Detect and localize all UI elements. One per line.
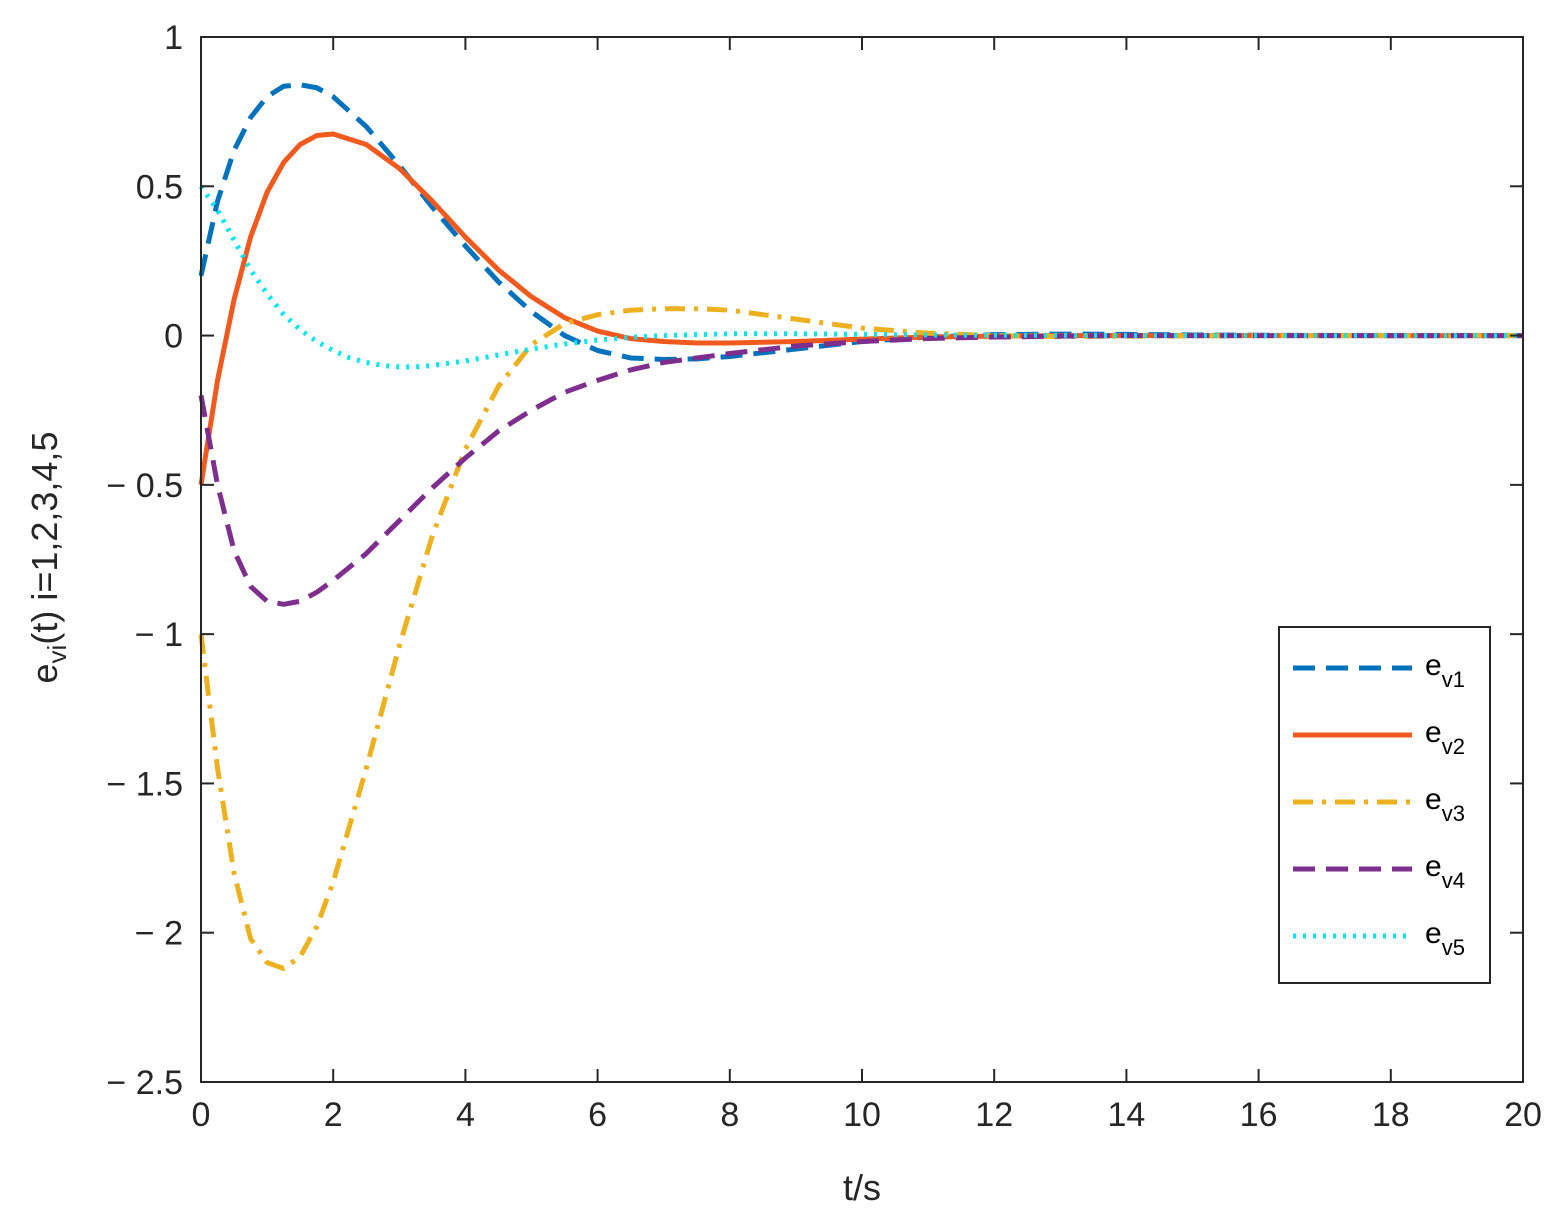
tick-marks — [200, 36, 1524, 1083]
y-tick-label: 0.5 — [136, 168, 183, 206]
y-tick-label: − 1 — [135, 616, 183, 654]
y-tick-label: − 2.5 — [106, 1064, 183, 1102]
y-tick-label: − 1.5 — [106, 765, 183, 803]
legend-label-4: ev4 — [1425, 850, 1465, 893]
x-tick-label: 16 — [1240, 1096, 1278, 1134]
y-tick-label: − 2 — [135, 915, 183, 953]
x-tick-label: 20 — [1504, 1096, 1542, 1134]
legend: ev1 ev2 ev3 ev4 ev5 — [1278, 626, 1491, 984]
legend-label-1: ev1 — [1425, 649, 1465, 692]
series-line-4 — [198, 333, 1523, 607]
y-tick-label: − 0.5 — [106, 467, 183, 505]
y-tick-label: 0 — [164, 318, 183, 356]
y-axis-label: evi(t) i=1,2,3,4,5 — [24, 432, 72, 684]
series-line-5 — [198, 184, 1523, 370]
legend-box — [1278, 626, 1491, 984]
x-tick-label: 0 — [192, 1096, 211, 1134]
legend-label-2: ev2 — [1425, 716, 1465, 759]
x-tick-label: 6 — [588, 1096, 607, 1134]
tick-labels: 0 2 4 6 8 10 12 14 16 18 20 1 0.5 0 − 0.5 − 1 − 1.5 − 2 − … — [106, 19, 1541, 1134]
x-tick-label: 4 — [456, 1096, 475, 1134]
x-tick-label: 10 — [843, 1096, 881, 1134]
legend-label-3: ev3 — [1425, 783, 1465, 826]
series-line-3 — [198, 306, 1523, 972]
x-axis-label: t/s — [843, 1167, 881, 1208]
legend-label-5: ev5 — [1425, 917, 1465, 960]
x-tick-label: 18 — [1372, 1096, 1410, 1134]
x-tick-label: 14 — [1107, 1096, 1145, 1134]
x-tick-label: 2 — [324, 1096, 343, 1134]
x-tick-label: 12 — [975, 1096, 1013, 1134]
plot-area — [198, 82, 1523, 972]
x-tick-label: 8 — [720, 1096, 739, 1134]
y-tick-label: 1 — [164, 19, 183, 57]
